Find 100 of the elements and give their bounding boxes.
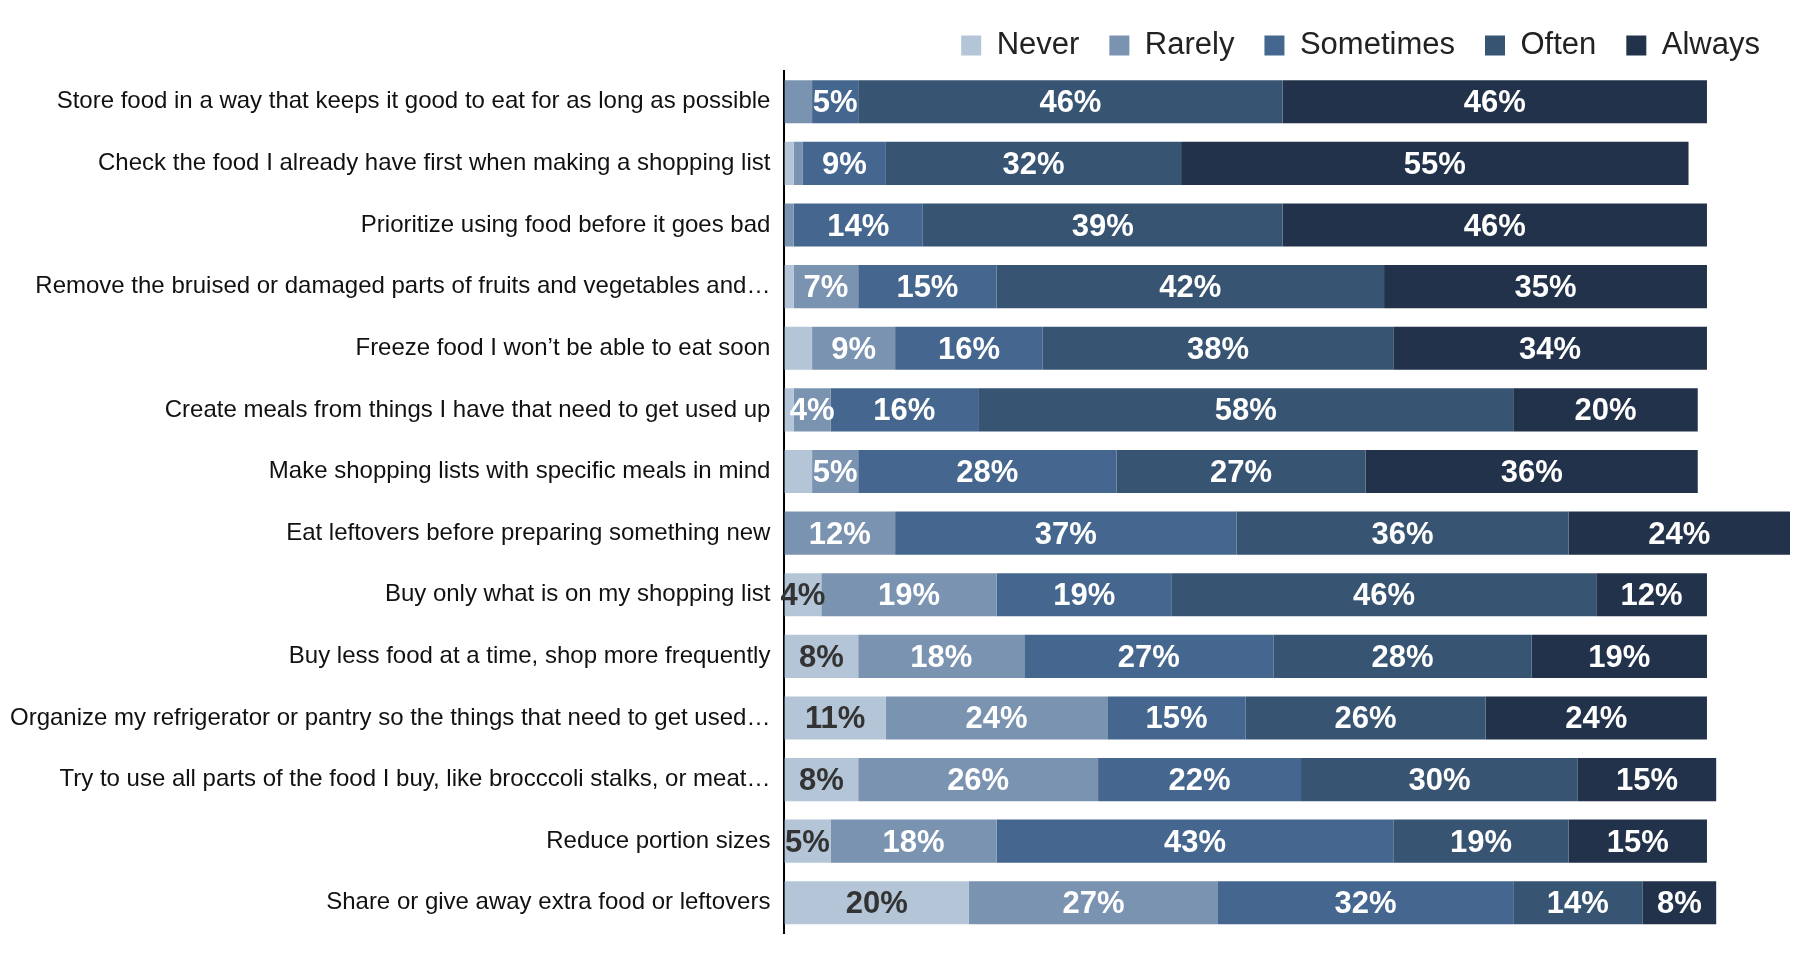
data-label: 46%: [1463, 207, 1526, 243]
data-label: 46%: [1353, 577, 1416, 613]
bar: [1236, 511, 1569, 555]
data-label: 55%: [1403, 145, 1466, 181]
data-label: 39%: [1071, 207, 1134, 243]
data-label: 5%: [812, 84, 858, 120]
bar: [885, 141, 1182, 185]
y-tick-label: Check the food I already have first when making a shopping list: [98, 148, 771, 176]
data-label: 15%: [1145, 700, 1208, 736]
bar: [922, 203, 1283, 247]
data-label: 5%: [812, 454, 858, 490]
bar: [1245, 696, 1486, 740]
bar: [784, 326, 813, 370]
data-label: 43%: [1163, 823, 1226, 859]
bar: [858, 449, 1117, 494]
data-label: 15%: [896, 269, 959, 305]
y-tick-label: Try to use all parts of the food I buy, like brocccoli stalks, or meat…: [59, 764, 771, 792]
bar: [1301, 758, 1578, 802]
bar: [784, 203, 794, 247]
bar: [996, 819, 1394, 863]
bar: [784, 265, 794, 309]
bar: [1513, 388, 1698, 432]
data-label: 12%: [808, 515, 871, 551]
bar: [1393, 326, 1707, 370]
bar: [1171, 573, 1597, 617]
bar: [858, 758, 1099, 802]
data-label: 8%: [798, 638, 844, 674]
bar: [1042, 326, 1394, 370]
data-label: 24%: [965, 700, 1028, 736]
bar: [784, 449, 813, 494]
data-label: 38%: [1186, 330, 1250, 366]
data-label: 9%: [821, 145, 867, 181]
bar: [968, 881, 1219, 925]
data-label: 5%: [785, 823, 830, 859]
data-label: 15%: [1606, 823, 1669, 859]
data-label: 28%: [1371, 638, 1434, 674]
data-label: 4%: [789, 392, 835, 428]
data-label: 42%: [1159, 269, 1222, 305]
data-label: 46%: [1463, 84, 1526, 120]
data-label: 19%: [877, 577, 940, 613]
bar: [858, 80, 1283, 124]
bar: [978, 388, 1514, 432]
data-label: 11%: [804, 700, 866, 736]
bar: [1384, 265, 1707, 309]
data-label: 15%: [1615, 762, 1679, 798]
data-label: 18%: [910, 638, 973, 674]
data-label: 34%: [1519, 330, 1582, 366]
y-tick-label: Prioritize using food before it goes bad: [360, 209, 771, 237]
bar: [1116, 449, 1366, 494]
y-tick-label: Make shopping lists with specific meals in mind: [268, 456, 771, 484]
legend-label: Never: [996, 26, 1080, 62]
y-tick-label: Reduce portion sizes: [546, 825, 771, 853]
data-label: 32%: [1002, 145, 1065, 181]
bar: [1568, 511, 1790, 555]
data-label: 36%: [1500, 454, 1563, 490]
y-tick-label: Buy less food at a time, shop more frequently: [288, 640, 771, 668]
legend-label: Sometimes: [1299, 26, 1455, 62]
bar: [1218, 881, 1514, 925]
data-label: 35%: [1514, 269, 1577, 305]
y-tick-label: Create meals from things I have that need to get used up: [164, 394, 771, 422]
data-label: 37%: [1034, 515, 1097, 551]
data-label: 24%: [1565, 700, 1628, 736]
data-label: 46%: [1039, 84, 1102, 120]
bar: [1393, 819, 1569, 863]
data-label: 18%: [882, 823, 945, 859]
data-label: 19%: [1053, 577, 1116, 613]
data-label: 28%: [956, 454, 1019, 490]
bar: [784, 141, 794, 185]
data-label: 9%: [831, 330, 876, 366]
bar: [784, 80, 813, 124]
bar: [1365, 449, 1698, 494]
data-label: 27%: [1062, 885, 1125, 921]
data-label: 19%: [1449, 823, 1512, 859]
data-label: 27%: [1117, 638, 1180, 674]
data-label: 30%: [1408, 762, 1471, 798]
y-tick-label: Freeze food I won’t be able to eat soon: [355, 332, 771, 360]
bar: [1282, 203, 1707, 247]
y-tick-label: Eat leftovers before preparing something new: [286, 517, 772, 545]
data-label: 36%: [1371, 515, 1434, 551]
bar: [1098, 758, 1302, 802]
data-label: 14%: [1546, 885, 1609, 921]
data-label: 22%: [1168, 762, 1231, 798]
y-tick-label: Remove the bruised or damaged parts of fruits and vegetables and…: [35, 271, 771, 299]
data-label: 20%: [845, 885, 908, 921]
data-label: 7%: [803, 269, 849, 305]
y-tick-label: Organize my refrigerator or pantry so the things that need to get used…: [10, 702, 771, 730]
bar: [895, 511, 1237, 555]
data-label: 16%: [937, 330, 1000, 366]
bar: [996, 265, 1385, 309]
bar: [1273, 634, 1532, 678]
data-label: 16%: [873, 392, 936, 428]
data-label: 32%: [1334, 885, 1397, 921]
y-tick-label: Buy only what is on my shopping list: [384, 579, 771, 607]
bar: [1107, 696, 1246, 740]
legend-label: Often: [1520, 26, 1597, 62]
data-label: 14%: [827, 207, 890, 243]
data-label: 8%: [798, 762, 844, 798]
data-label: 20%: [1574, 392, 1637, 428]
bar: [1024, 634, 1274, 678]
data-label: 12%: [1620, 577, 1683, 613]
